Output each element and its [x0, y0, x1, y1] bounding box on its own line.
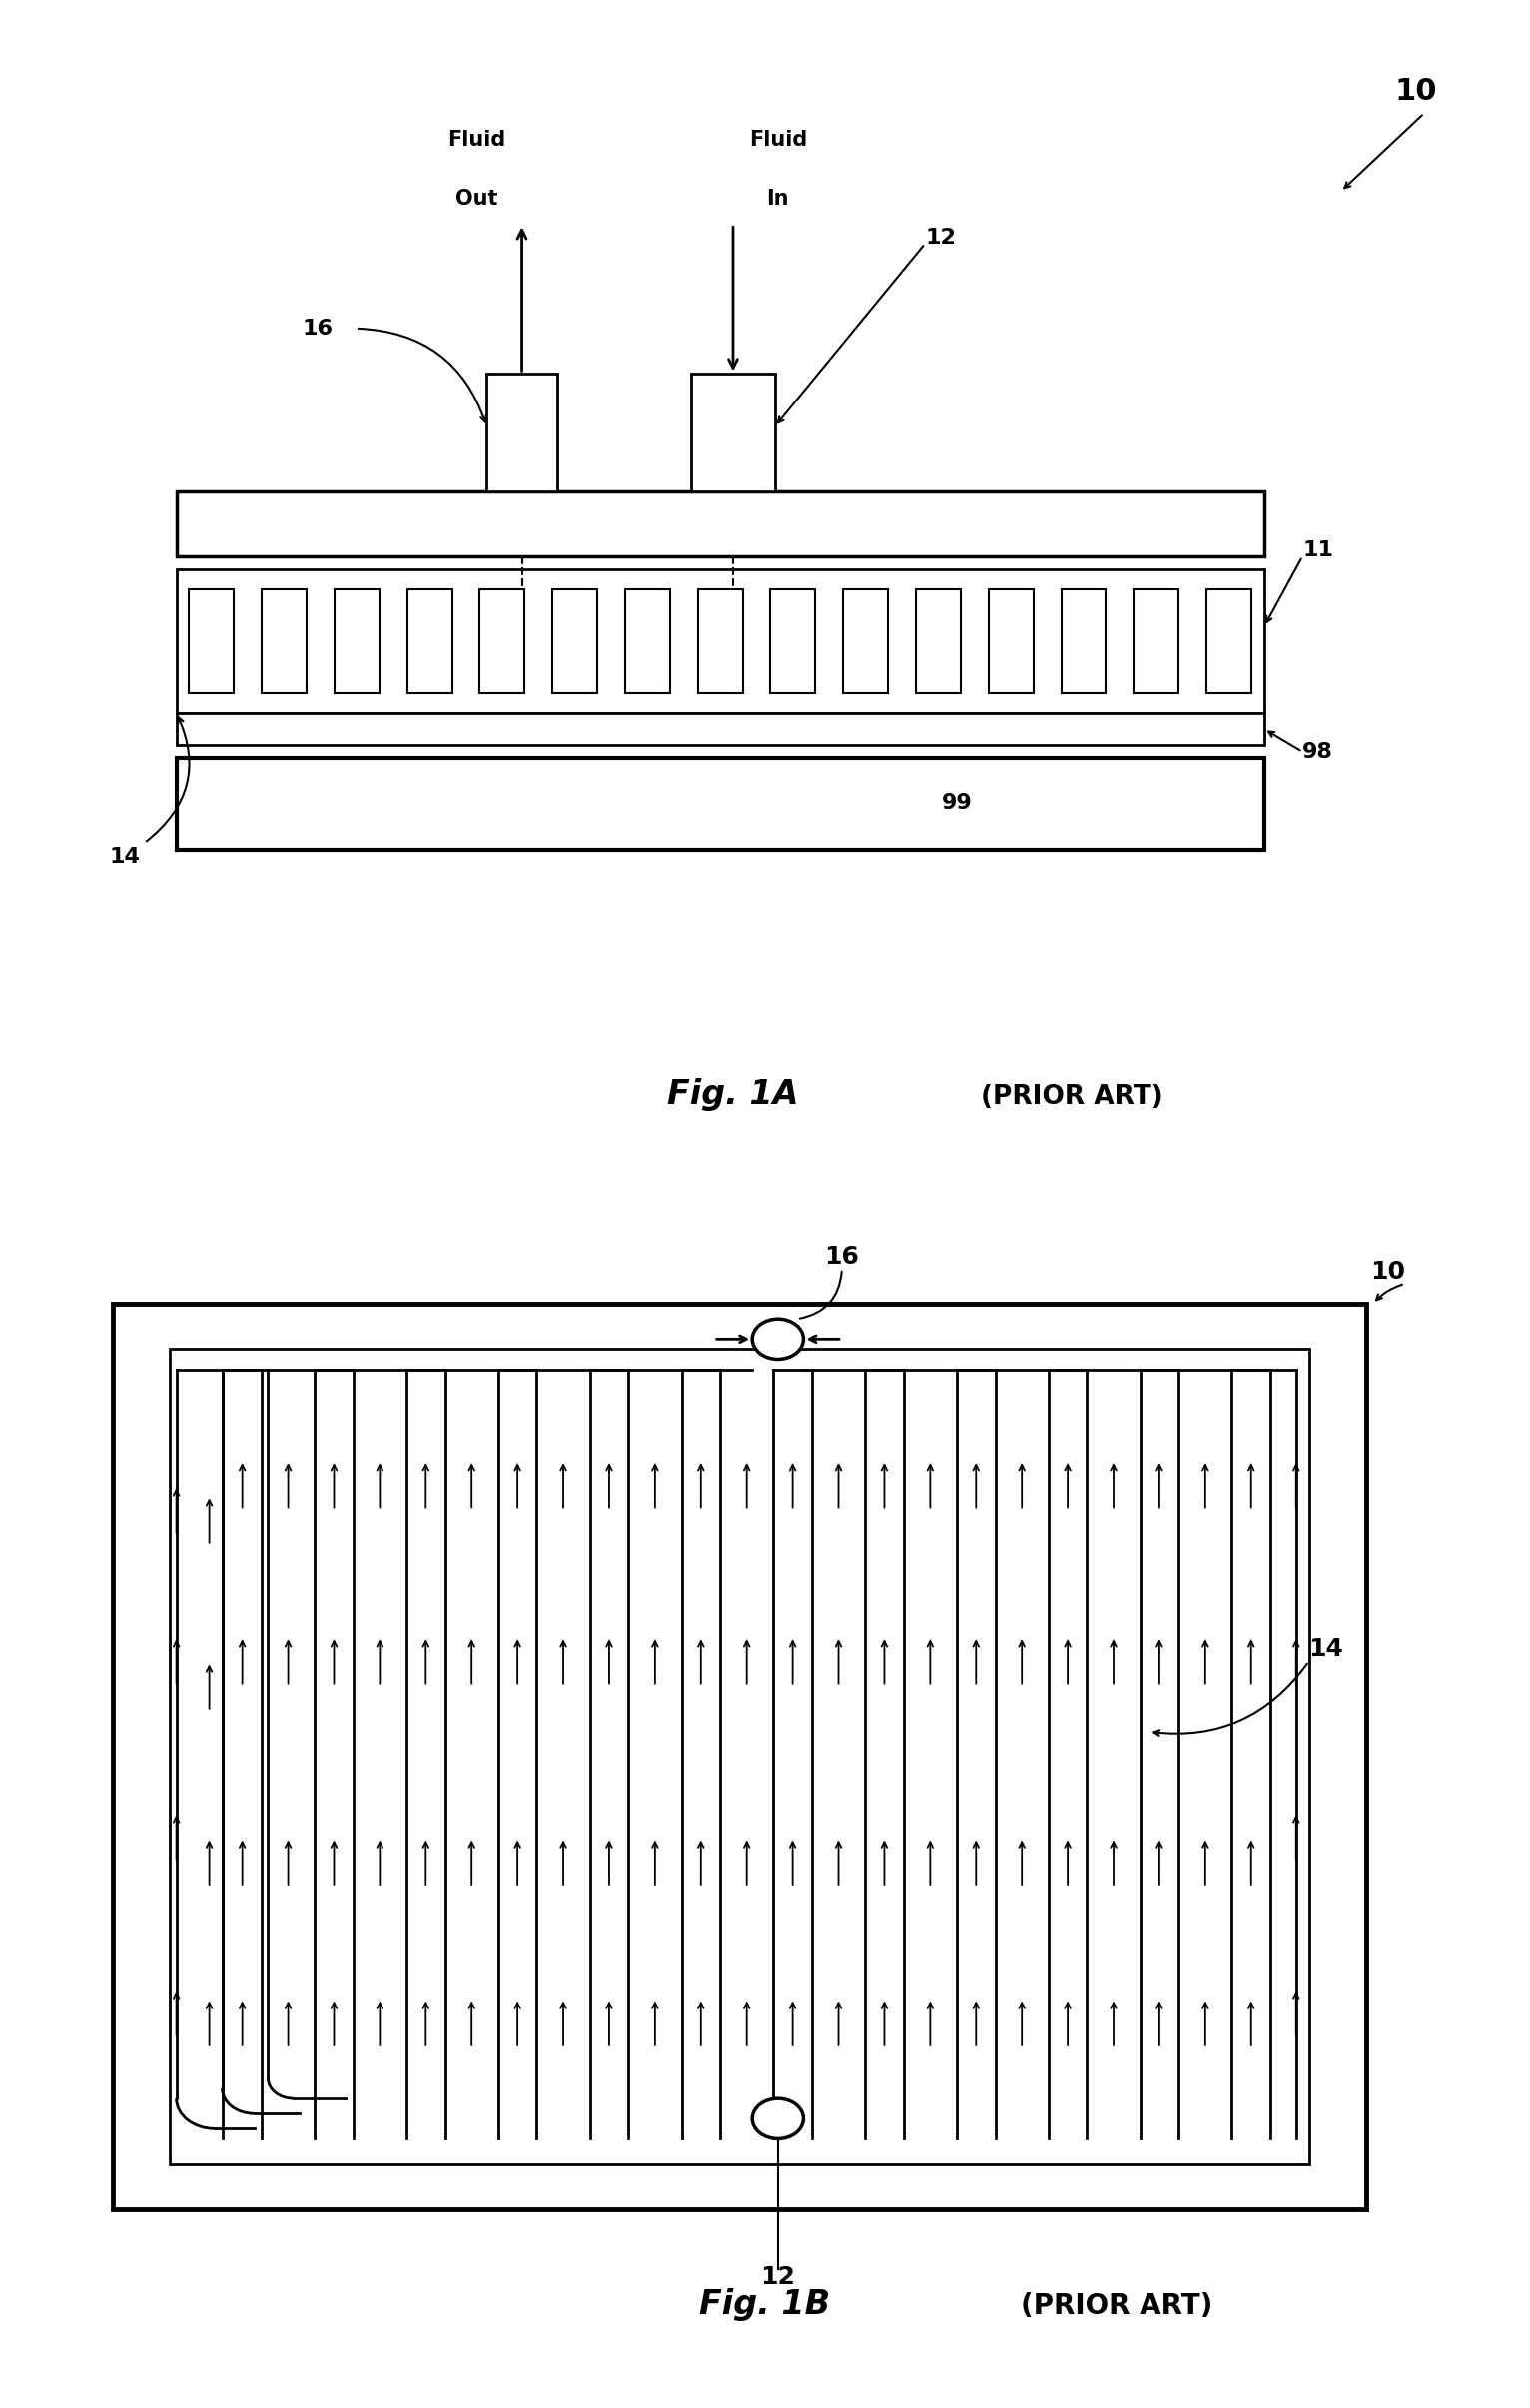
- Bar: [698, 590, 742, 694]
- Bar: [480, 590, 525, 694]
- Text: 10: 10: [1394, 77, 1437, 106]
- Text: 98: 98: [1302, 742, 1333, 763]
- Bar: [407, 590, 451, 694]
- Bar: [988, 590, 1033, 694]
- Bar: [626, 590, 670, 694]
- Text: In: In: [767, 188, 789, 209]
- Bar: [1062, 590, 1106, 694]
- Bar: [1207, 590, 1252, 694]
- Bar: [112, 1305, 1366, 2208]
- Bar: [176, 491, 1264, 556]
- Bar: [552, 590, 597, 694]
- Bar: [692, 373, 774, 491]
- Bar: [262, 590, 306, 694]
- Circle shape: [753, 2097, 803, 2138]
- Text: 99: 99: [941, 792, 972, 811]
- Text: 16: 16: [301, 318, 332, 340]
- Text: 11: 11: [1302, 539, 1334, 561]
- Text: Out: Out: [456, 188, 499, 209]
- Text: Fluid: Fluid: [448, 130, 506, 149]
- Bar: [916, 590, 961, 694]
- Text: Fig. 1A: Fig. 1A: [667, 1079, 799, 1110]
- Text: (PRIOR ART): (PRIOR ART): [1021, 2292, 1213, 2321]
- Bar: [843, 590, 887, 694]
- Text: Fig. 1B: Fig. 1B: [699, 2288, 831, 2321]
- Circle shape: [753, 1320, 803, 1361]
- Bar: [771, 590, 815, 694]
- Text: 14: 14: [1308, 1637, 1343, 1662]
- Text: 14: 14: [110, 848, 141, 867]
- Bar: [335, 590, 379, 694]
- Text: 12: 12: [926, 229, 956, 248]
- Text: Fluid: Fluid: [748, 130, 806, 149]
- Bar: [1134, 590, 1178, 694]
- Bar: [190, 590, 234, 694]
- Bar: [176, 713, 1264, 746]
- Text: 16: 16: [825, 1245, 860, 1269]
- Bar: [487, 373, 557, 491]
- Text: (PRIOR ART): (PRIOR ART): [981, 1084, 1163, 1110]
- Bar: [176, 759, 1264, 850]
- Text: 10: 10: [1369, 1259, 1405, 1283]
- Text: 12: 12: [760, 2266, 796, 2290]
- Bar: [176, 568, 1264, 713]
- Bar: [170, 1351, 1308, 2165]
